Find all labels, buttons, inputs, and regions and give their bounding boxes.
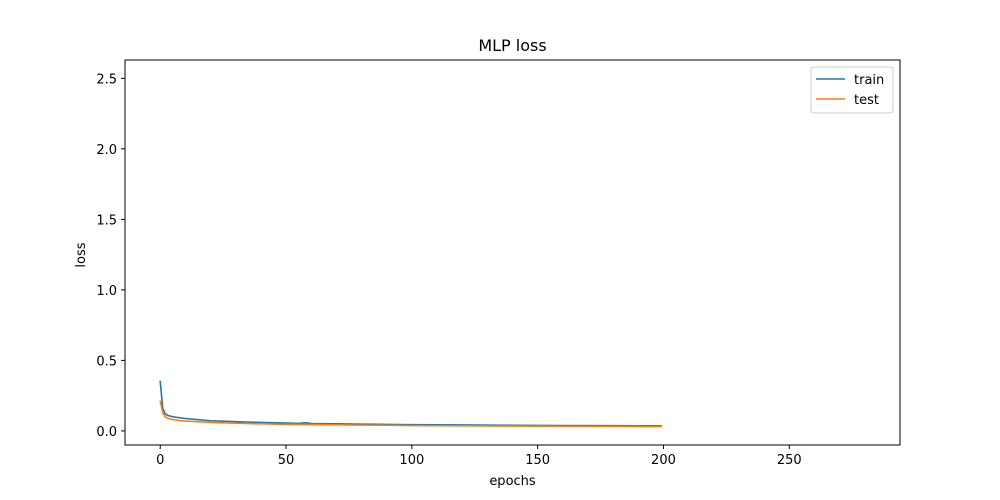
plot-frame [124, 59, 901, 446]
chart-title: MLP loss [478, 36, 546, 55]
x-axis: 0 50 100 150 200 250 [156, 445, 802, 468]
y-tick-label: 1.0 [96, 284, 117, 299]
x-tick-label: 0 [156, 453, 164, 468]
legend-label-train: train [854, 73, 884, 88]
x-tick-label: 150 [525, 453, 550, 468]
y-axis: 0.0 0.5 1.0 1.5 2.0 2.5 [96, 72, 125, 440]
x-tick-label: 100 [399, 453, 424, 468]
x-tick-label: 50 [278, 453, 295, 468]
x-tick-label: 200 [651, 453, 676, 468]
series-line-train [159, 380, 662, 427]
y-tick-label: 2.5 [96, 72, 117, 87]
y-tick-label: 0.5 [96, 354, 117, 369]
series-line-test [159, 400, 662, 428]
y-axis-label: loss [74, 242, 89, 267]
legend-label-test: test [854, 93, 879, 108]
x-tick-label: 250 [777, 453, 802, 468]
y-tick-label: 1.5 [96, 213, 117, 228]
y-tick-label: 2.0 [96, 143, 117, 158]
legend: train test [810, 66, 894, 114]
y-tick-label: 0.0 [96, 425, 117, 440]
x-axis-label: epochs [489, 474, 536, 489]
plot-area [159, 380, 662, 428]
